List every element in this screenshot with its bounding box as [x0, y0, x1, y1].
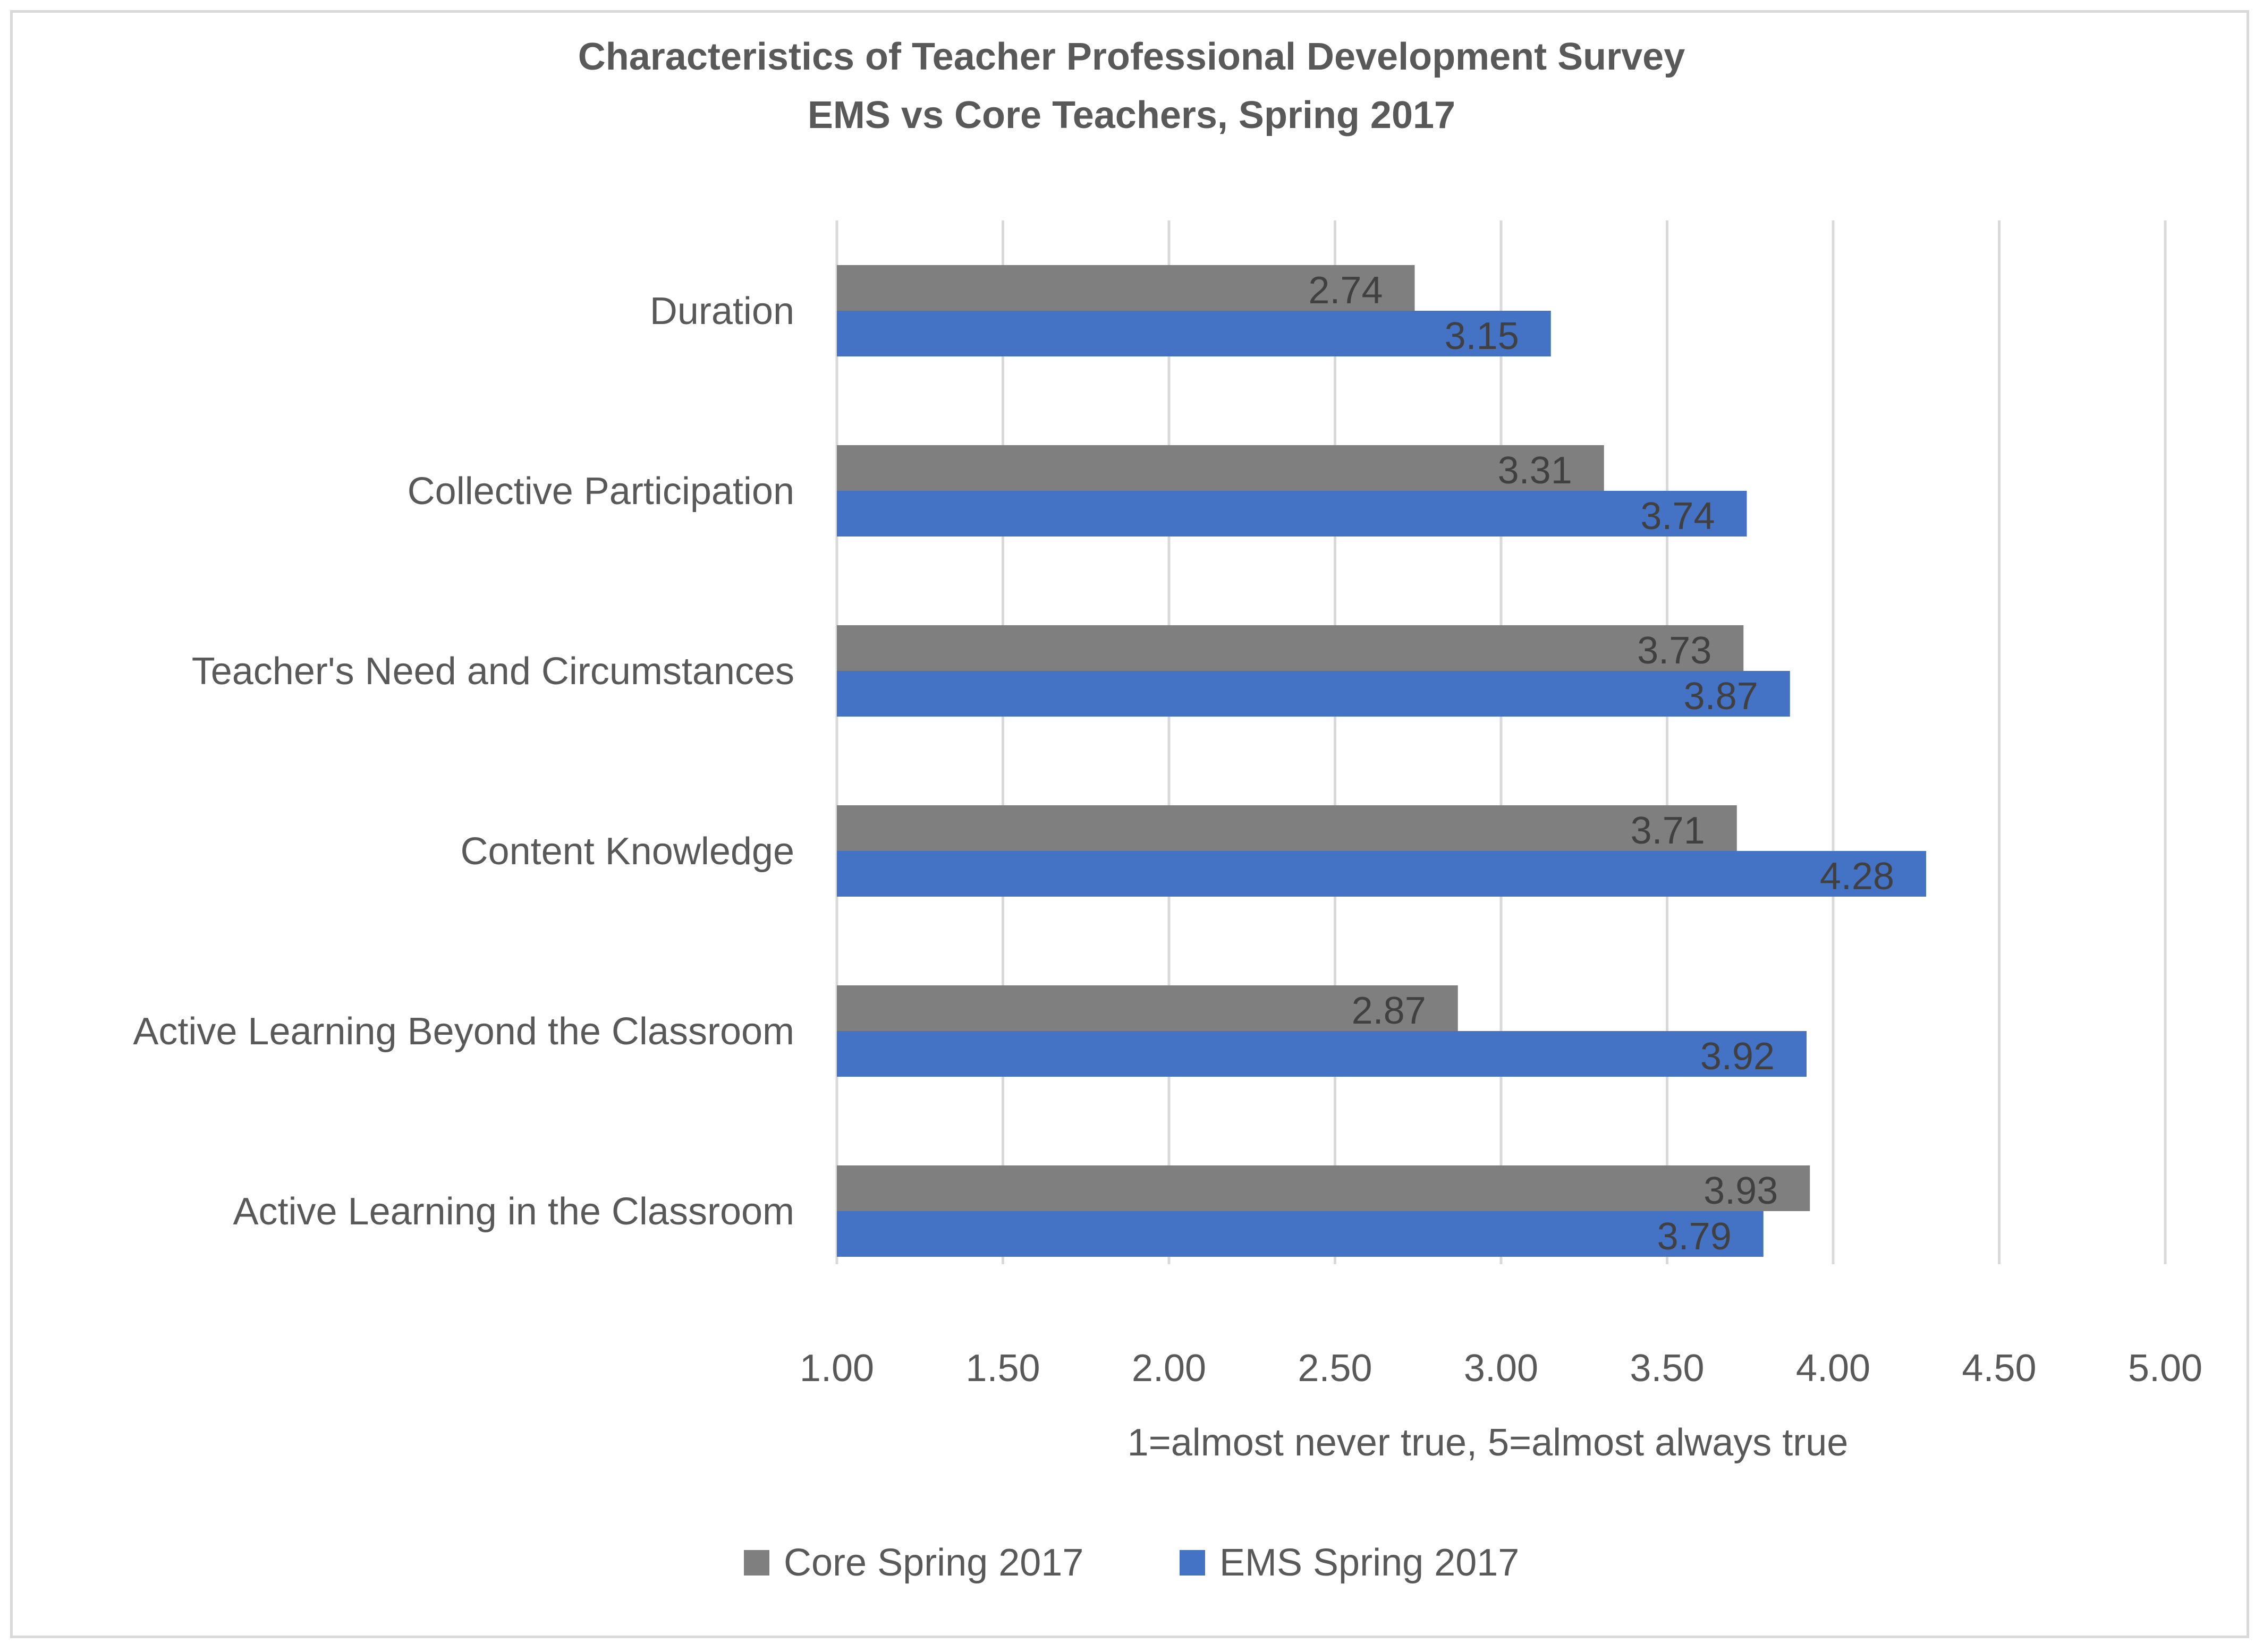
- x-tick-label: 2.00: [1132, 1347, 1206, 1390]
- category-label: Active Learning Beyond the Classroom: [133, 1010, 794, 1053]
- bar-ems: [837, 1211, 1764, 1257]
- bar-ems: [837, 1031, 1807, 1077]
- legend-label: EMS Spring 2017: [1219, 1542, 1519, 1584]
- data-label: 4.28: [1820, 855, 1894, 898]
- x-tick-label: 4.50: [1962, 1347, 2036, 1390]
- bar-core: [837, 1165, 1810, 1211]
- data-label: 3.31: [1498, 449, 1572, 492]
- bar-core: [837, 625, 1744, 671]
- data-label: 3.92: [1700, 1035, 1775, 1078]
- bar-ems: [837, 491, 1747, 537]
- bar-ems: [837, 311, 1551, 356]
- chart-title: Characteristics of Teacher Professional …: [578, 36, 1685, 78]
- category-label: Content Knowledge: [461, 830, 794, 873]
- data-label: 2.74: [1308, 269, 1383, 312]
- x-axis-title: 1=almost never true, 5=almost always tru…: [1128, 1421, 1849, 1464]
- category-label: Duration: [650, 290, 794, 333]
- legend-swatch: [744, 1550, 769, 1576]
- x-tick-label: 4.00: [1796, 1347, 1870, 1390]
- legend-swatch: [1180, 1550, 1205, 1576]
- data-label: 3.73: [1637, 629, 1711, 672]
- bar-ems: [837, 851, 1926, 897]
- data-label: 3.74: [1640, 495, 1715, 538]
- bar-core: [837, 985, 1458, 1031]
- bar-core: [837, 445, 1604, 491]
- bar-core: [837, 265, 1415, 311]
- data-label: 3.87: [1684, 675, 1758, 718]
- x-tick-label: 3.50: [1630, 1347, 1704, 1390]
- data-label: 3.93: [1703, 1170, 1778, 1212]
- x-tick-label: 2.50: [1298, 1347, 1372, 1390]
- data-label: 2.87: [1352, 990, 1426, 1032]
- data-label: 3.15: [1445, 315, 1519, 357]
- category-label: Collective Participation: [408, 470, 794, 513]
- x-tick-label: 1.50: [965, 1347, 1040, 1390]
- bar-core: [837, 805, 1737, 851]
- data-label: 3.79: [1657, 1215, 1732, 1258]
- category-label: Active Learning in the Classroom: [233, 1190, 794, 1233]
- x-tick-label: 1.00: [800, 1347, 874, 1390]
- data-label: 3.71: [1631, 810, 1705, 852]
- bar-ems: [837, 671, 1790, 717]
- chart-subtitle: EMS vs Core Teachers, Spring 2017: [807, 94, 1456, 137]
- x-tick-label: 3.00: [1464, 1347, 1538, 1390]
- legend-label: Core Spring 2017: [784, 1542, 1083, 1584]
- x-tick-label: 5.00: [2128, 1347, 2202, 1390]
- category-label: Teacher's Need and Circumstances: [192, 650, 794, 693]
